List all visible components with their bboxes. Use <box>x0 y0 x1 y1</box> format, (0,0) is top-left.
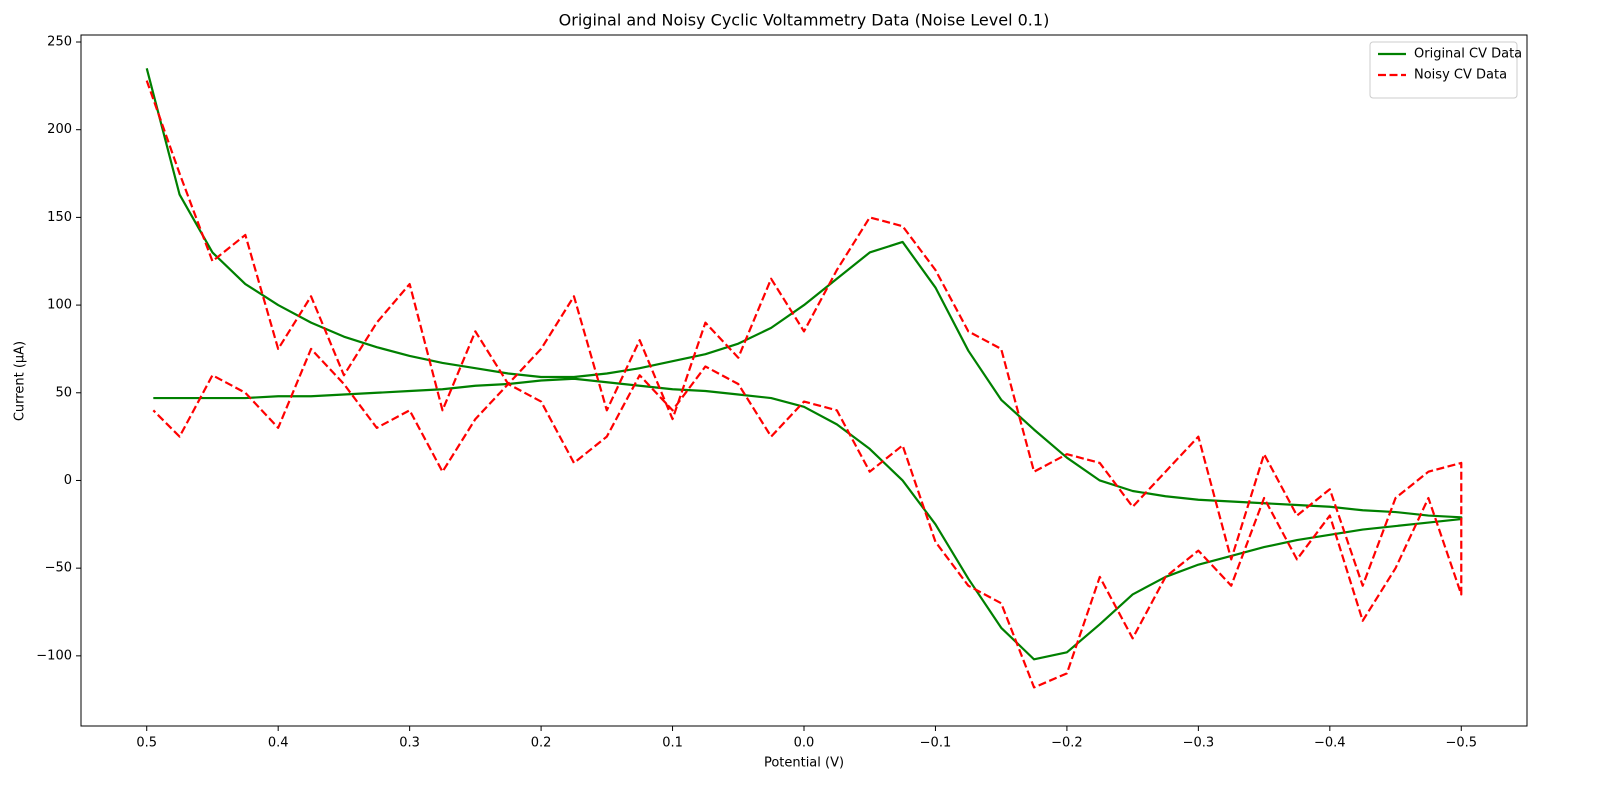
x-tick-label: −0.1 <box>920 736 952 751</box>
x-tick-label: −0.4 <box>1314 736 1346 751</box>
y-axis-label: Current (µA) <box>13 341 28 421</box>
y-tick-label: −100 <box>36 648 72 663</box>
x-tick-label: 0.3 <box>399 736 420 751</box>
x-tick-label: 0.0 <box>794 736 815 751</box>
x-tick-label: 0.4 <box>268 736 289 751</box>
x-tick-label: −0.5 <box>1445 736 1477 751</box>
y-tick-label: −50 <box>45 561 72 576</box>
legend-label: Noisy CV Data <box>1414 68 1507 83</box>
chart-title: Original and Noisy Cyclic Voltammetry Da… <box>559 11 1050 30</box>
x-tick-label: −0.2 <box>1051 736 1083 751</box>
x-tick-label: 0.1 <box>662 736 683 751</box>
x-tick-label: 0.5 <box>136 736 157 751</box>
series-line <box>145 80 1463 689</box>
y-tick-label: 150 <box>47 210 72 225</box>
legend-label: Original CV Data <box>1414 47 1522 62</box>
series-line <box>145 68 1463 661</box>
x-tick-label: 0.2 <box>531 736 552 751</box>
y-tick-label: 100 <box>47 298 72 313</box>
y-tick-label: 0 <box>64 473 72 488</box>
legend-box <box>1369 41 1518 99</box>
x-tick-label: −0.3 <box>1183 736 1215 751</box>
y-tick-label: 50 <box>55 385 72 400</box>
y-tick-label: 250 <box>47 35 72 50</box>
x-axis-label: Potential (V) <box>764 756 844 771</box>
y-tick-label: 200 <box>47 122 72 137</box>
